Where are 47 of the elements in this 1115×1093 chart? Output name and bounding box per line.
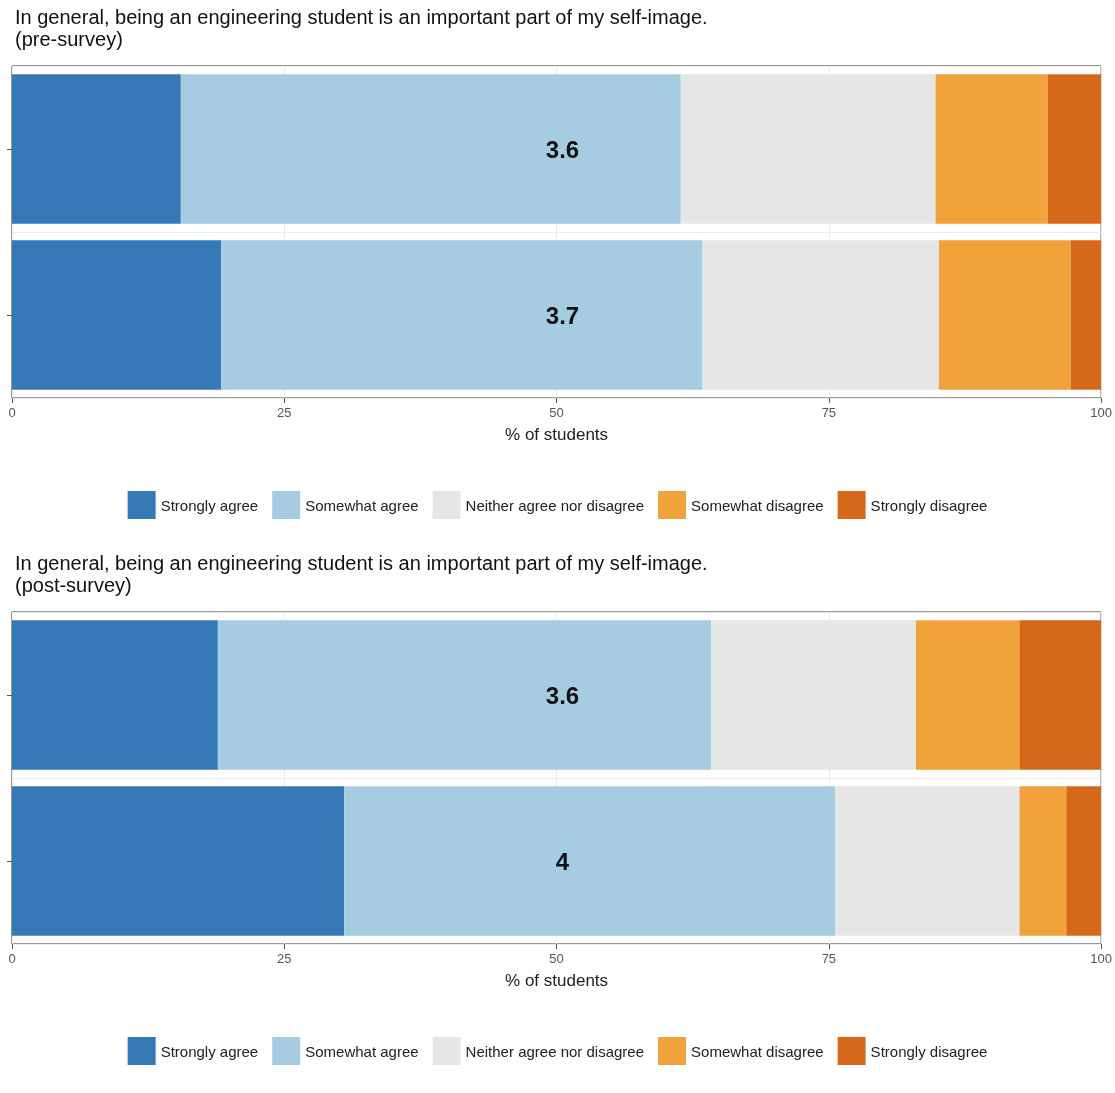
x-tick-label: 75 (821, 951, 837, 966)
x-tick-label: 100 (1090, 405, 1113, 420)
chart-title: In general, being an engineering student is an important part of my self-image. (15, 6, 708, 28)
x-tick-label: 50 (549, 405, 564, 420)
legend-label: Somewhat disagree (691, 496, 824, 514)
bar (344, 786, 836, 936)
bar (12, 240, 222, 390)
bar (1019, 786, 1067, 936)
annotation: 4 (555, 847, 570, 875)
x-tick-label: 100 (1090, 951, 1113, 966)
bar (180, 74, 681, 224)
bar (935, 74, 1048, 224)
chart-title: In general, being an engineering student is an important part of my self-image. (15, 552, 708, 574)
bar (1019, 620, 1102, 770)
legend-label: Strongly agree (160, 1042, 259, 1060)
annotation: 3.6 (545, 135, 580, 163)
bar (835, 786, 1020, 936)
bar (221, 240, 703, 390)
legend-label: Strongly disagree (870, 1042, 988, 1060)
bar (1047, 74, 1102, 224)
legend-label: Strongly disagree (870, 496, 988, 514)
x-tick-label: 0 (8, 405, 16, 420)
bar (12, 786, 345, 936)
legend-label: Neither agree nor disagree (465, 1042, 645, 1060)
bar (916, 620, 1020, 770)
x-tick-label: 50 (549, 951, 564, 966)
annotation: 3.6 (545, 681, 580, 709)
bar (217, 620, 712, 770)
x-axis-title: % of students (505, 971, 609, 990)
bar (12, 620, 218, 770)
x-axis-title: % of students (505, 425, 609, 444)
bar (12, 74, 181, 224)
annotation: 3.7 (545, 301, 580, 329)
bar (1066, 786, 1102, 936)
chart-subtitle: (pre-survey) (15, 28, 123, 50)
x-tick-label: 0 (8, 951, 16, 966)
bar (1070, 240, 1102, 390)
legend-label: Strongly agree (160, 496, 259, 514)
legend-label: Somewhat disagree (691, 1042, 824, 1060)
x-tick-label: 75 (821, 405, 837, 420)
legend-label: Neither agree nor disagree (465, 496, 645, 514)
legend-label: Somewhat agree (305, 1042, 419, 1060)
chart-subtitle: (post-survey) (15, 574, 132, 596)
x-tick-label: 25 (277, 951, 292, 966)
bar (938, 240, 1071, 390)
x-tick-label: 25 (277, 405, 292, 420)
legend-label: Somewhat agree (305, 496, 419, 514)
